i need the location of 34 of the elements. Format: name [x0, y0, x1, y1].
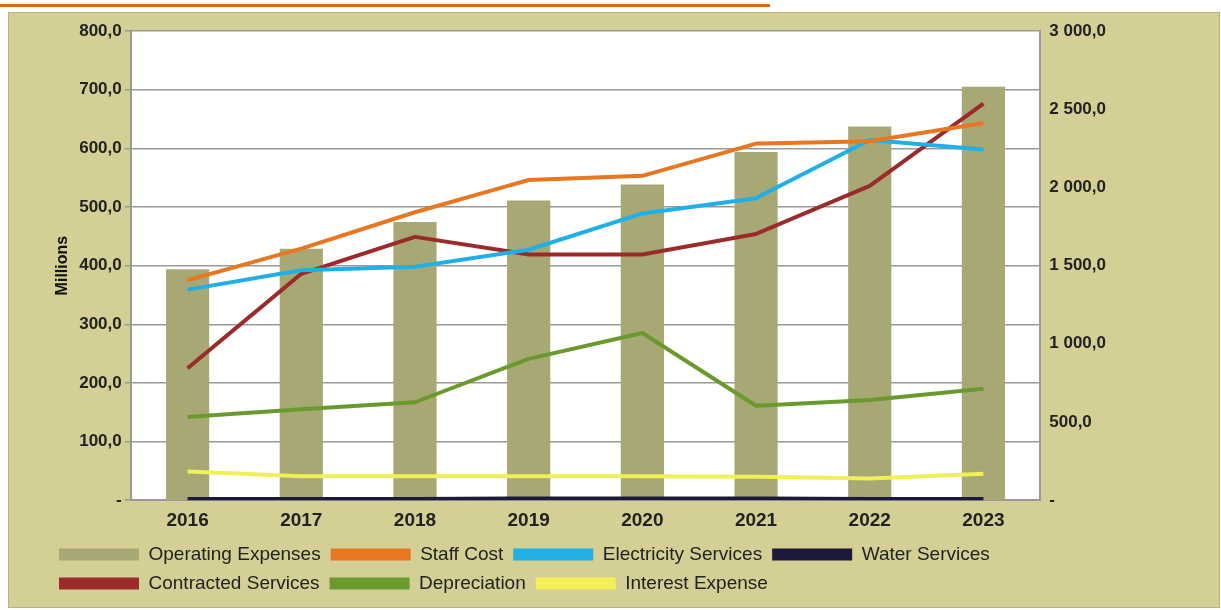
- legend-label: Operating Expenses: [148, 542, 321, 564]
- y2-tick-label: -: [1049, 489, 1055, 509]
- x-tick-label: 2022: [848, 508, 891, 530]
- y2-tick-label: 1 500,0: [1049, 255, 1107, 275]
- x-tick-label: 2019: [507, 508, 550, 530]
- y-tick-label: 500,0: [79, 196, 122, 216]
- x-tick-label: 2021: [734, 508, 778, 530]
- y-tick-label: 600,0: [79, 137, 122, 157]
- legend-label: Staff Cost: [420, 542, 504, 564]
- legend-label: Contracted Services: [148, 571, 320, 593]
- x-tick-label: 2016: [166, 508, 209, 530]
- y2-tick-label: 500,0: [1049, 411, 1092, 431]
- y-axis-title: Millions: [53, 235, 71, 296]
- x-tick-label: 2017: [280, 508, 323, 530]
- x-tick-label: 2023: [962, 508, 1005, 530]
- x-tick-label: 2018: [393, 508, 437, 530]
- x-tick-label: 2020: [621, 508, 664, 530]
- legend-label: Electricity Services: [602, 542, 763, 564]
- legend-label: Water Services: [861, 542, 990, 564]
- y-tick-label: -: [116, 489, 122, 509]
- y-tick-label: 400,0: [79, 255, 122, 275]
- y2-tick-label: 2 500,0: [1049, 98, 1107, 118]
- y-tick-label: 200,0: [79, 372, 122, 392]
- y-tick-label: 700,0: [79, 79, 122, 99]
- legend-label: Interest Expense: [625, 571, 768, 593]
- y-tick-label: 300,0: [79, 313, 122, 333]
- y2-tick-label: 2 000,0: [1049, 177, 1107, 197]
- y2-tick-label: 3 000,0: [1049, 20, 1107, 40]
- bar: [165, 269, 210, 501]
- legend-label: Depreciation: [419, 571, 526, 593]
- y-tick-label: 800,0: [79, 20, 122, 40]
- bar: [961, 86, 1006, 501]
- y-tick-label: 100,0: [79, 431, 122, 451]
- y2-tick-label: 1 000,0: [1049, 333, 1107, 353]
